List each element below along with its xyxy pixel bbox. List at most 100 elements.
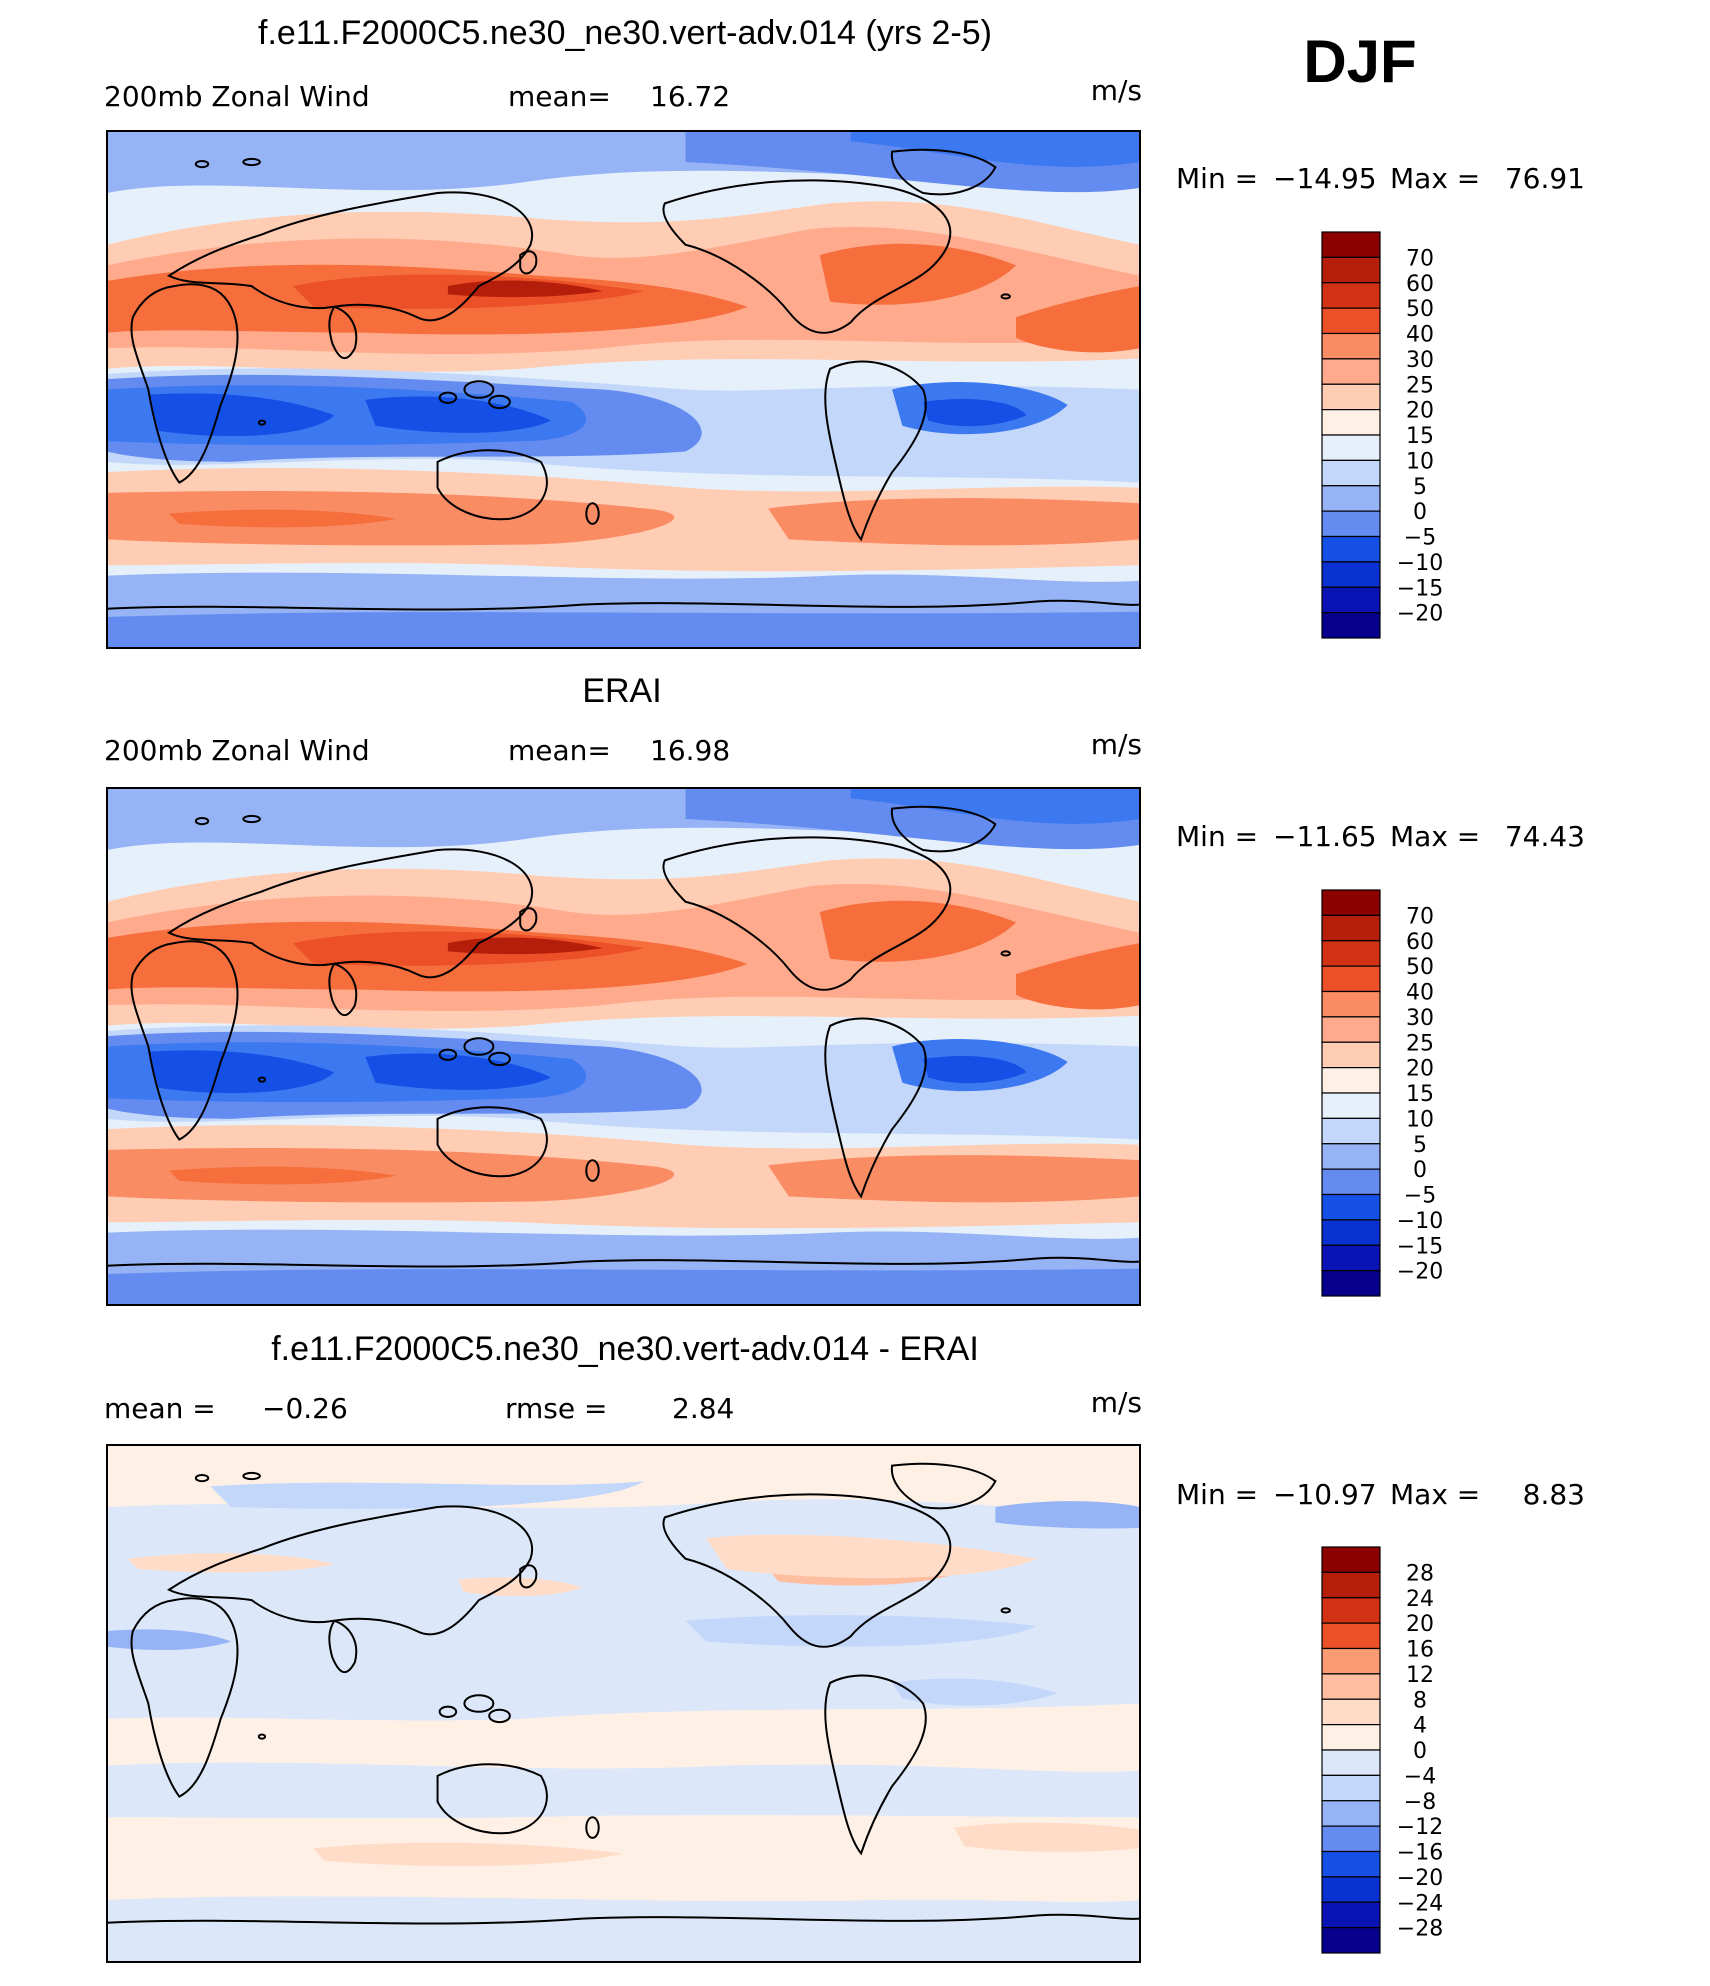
field-contours	[107, 131, 1140, 648]
coastline	[890, 148, 997, 196]
colorbar-box	[1321, 1698, 1381, 1726]
contour-band	[1016, 943, 1140, 1010]
island	[463, 380, 495, 399]
coastline	[519, 250, 538, 275]
coastline	[436, 449, 548, 521]
colorbar-box	[1321, 1219, 1381, 1246]
island	[488, 394, 511, 410]
coastline	[107, 1256, 1140, 1268]
contour-band	[995, 1501, 1140, 1529]
contour-band	[107, 611, 1140, 648]
min-value: −10.97	[1273, 1478, 1377, 1511]
max-value: 8.83	[1523, 1478, 1585, 1511]
contour-band	[819, 243, 1017, 305]
colorbar-tick-label: 0	[1413, 1158, 1427, 1183]
island	[257, 419, 267, 426]
contour-band	[447, 937, 603, 955]
contour-band	[1016, 286, 1140, 353]
colorbar-box	[1321, 1270, 1381, 1297]
colorbar-tick-label: 10	[1406, 449, 1434, 474]
colorbar-tick-label: 70	[1406, 904, 1434, 929]
contour-band	[107, 1268, 1140, 1305]
colorbar-tick-label: −20	[1397, 602, 1443, 627]
contour-band	[923, 399, 1027, 427]
coastline	[890, 805, 997, 853]
colorbar-tick-label: 24	[1406, 1587, 1434, 1612]
rmse-value: 2.84	[672, 1392, 734, 1425]
colorbar-box	[1321, 1117, 1381, 1145]
colorbar-tick-label: −12	[1397, 1815, 1443, 1840]
coastline	[166, 191, 534, 322]
map-panel	[106, 1444, 1141, 1963]
colorbar-box	[1321, 1749, 1381, 1776]
colorbar-tick-label: 20	[1406, 1612, 1434, 1637]
colorbar-tick-label: 4	[1413, 1714, 1427, 1739]
island	[585, 1159, 600, 1182]
island	[194, 159, 210, 169]
colorbar-tick-label: −20	[1397, 1866, 1443, 1891]
contour-band	[954, 1822, 1140, 1852]
contour-band	[819, 900, 1017, 962]
colorbar-tick-label: 40	[1406, 981, 1434, 1006]
coastline	[328, 305, 358, 359]
colorbar-box	[1321, 1067, 1381, 1094]
contour-band	[365, 396, 552, 433]
coastline	[436, 1106, 548, 1178]
field-label: 200mb Zonal Wind	[104, 734, 370, 767]
contour-band	[313, 1842, 624, 1867]
colorbar-tick-label: 0	[1413, 1739, 1427, 1764]
mean-label: mean =	[104, 1392, 216, 1425]
colorbar-tick-label: 60	[1406, 272, 1434, 297]
colorbar-box	[1321, 940, 1381, 967]
colorbar-box	[1321, 231, 1381, 258]
min-label: Min =	[1176, 820, 1258, 853]
colorbar-box	[1321, 1647, 1381, 1675]
colorbar-tick-label: −8	[1404, 1790, 1436, 1815]
colorbar-box	[1321, 1622, 1381, 1650]
coastlines	[107, 805, 1140, 1268]
coastline	[166, 848, 534, 979]
contour-band	[850, 131, 1140, 167]
contour-band	[768, 498, 1140, 546]
colorbar-box	[1321, 307, 1381, 335]
coastline	[824, 1017, 927, 1199]
colorbar-box	[1321, 485, 1381, 512]
colorbar-tick-label: 20	[1406, 399, 1434, 424]
coastline	[166, 1505, 534, 1636]
mean-value: 16.72	[650, 80, 730, 113]
min-value: −14.95	[1273, 162, 1377, 195]
colorbar-box	[1321, 434, 1381, 461]
island	[242, 814, 261, 824]
colorbar-tick-label: −20	[1397, 1260, 1443, 1285]
contour-band	[210, 1481, 645, 1509]
island	[585, 1816, 600, 1839]
colorbar-box	[1321, 358, 1381, 385]
colorbar-box	[1321, 1724, 1381, 1751]
panel-difference: f.e11.F2000C5.ne30_ne30.vert-adv.014 - E…	[104, 1330, 1585, 1963]
colorbar-box	[1321, 510, 1381, 538]
colorbar-tick-label: 40	[1406, 323, 1434, 348]
colorbar-box	[1321, 1901, 1381, 1929]
colorbar-tick-label: 70	[1406, 246, 1434, 271]
contour-band	[168, 509, 397, 528]
max-label: Max =	[1390, 162, 1480, 195]
colorbar-box	[1321, 1800, 1381, 1827]
colorbar-tick-label: 15	[1406, 1082, 1434, 1107]
colorbar-tick-label: 16	[1406, 1638, 1434, 1663]
island	[257, 1076, 267, 1083]
map-frame	[106, 1444, 1141, 1963]
colorbar-box	[1321, 990, 1381, 1018]
contour-band	[458, 1577, 583, 1597]
island	[438, 391, 458, 404]
units-label: m/s	[1091, 1386, 1142, 1419]
colorbar-box	[1321, 1016, 1381, 1043]
colorbar-box	[1321, 1546, 1381, 1573]
mean-value: 16.98	[650, 734, 730, 767]
colorbar-tick-label: 15	[1406, 424, 1434, 449]
contour-band	[685, 1615, 1037, 1647]
panel-title: f.e11.F2000C5.ne30_ne30.vert-adv.014 - E…	[271, 1330, 979, 1368]
colorbar-box	[1321, 383, 1381, 411]
colorbar-box	[1321, 889, 1381, 916]
